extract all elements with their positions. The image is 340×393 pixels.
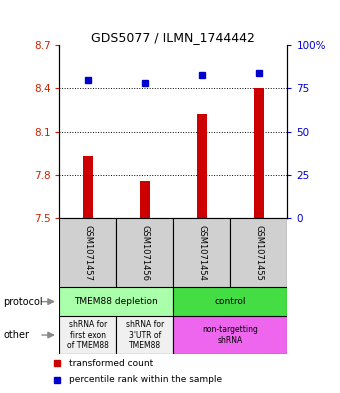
Text: GSM1071457: GSM1071457 <box>84 224 92 281</box>
Text: shRNA for
first exon
of TMEM88: shRNA for first exon of TMEM88 <box>67 320 109 350</box>
Title: GDS5077 / ILMN_1744442: GDS5077 / ILMN_1744442 <box>91 31 255 44</box>
Text: TMEM88 depletion: TMEM88 depletion <box>74 297 158 306</box>
Bar <box>197 114 207 218</box>
Bar <box>59 287 173 316</box>
Text: non-targetting
shRNA: non-targetting shRNA <box>202 325 258 345</box>
Bar <box>173 287 287 316</box>
Text: other: other <box>3 330 29 340</box>
Text: transformed count: transformed count <box>69 358 153 367</box>
Bar <box>59 218 116 287</box>
Bar <box>116 218 173 287</box>
Bar <box>173 316 287 354</box>
Text: GSM1071454: GSM1071454 <box>198 224 206 281</box>
Bar <box>254 88 264 218</box>
Bar <box>231 218 287 287</box>
Bar <box>59 316 116 354</box>
Bar <box>173 218 231 287</box>
Bar <box>116 316 173 354</box>
Bar <box>140 181 150 218</box>
Bar <box>83 156 93 218</box>
Text: control: control <box>215 297 246 306</box>
Text: GSM1071456: GSM1071456 <box>140 224 149 281</box>
Text: protocol: protocol <box>3 297 43 307</box>
Text: shRNA for
3'UTR of
TMEM88: shRNA for 3'UTR of TMEM88 <box>126 320 164 350</box>
Text: percentile rank within the sample: percentile rank within the sample <box>69 375 222 384</box>
Text: GSM1071455: GSM1071455 <box>254 224 263 281</box>
